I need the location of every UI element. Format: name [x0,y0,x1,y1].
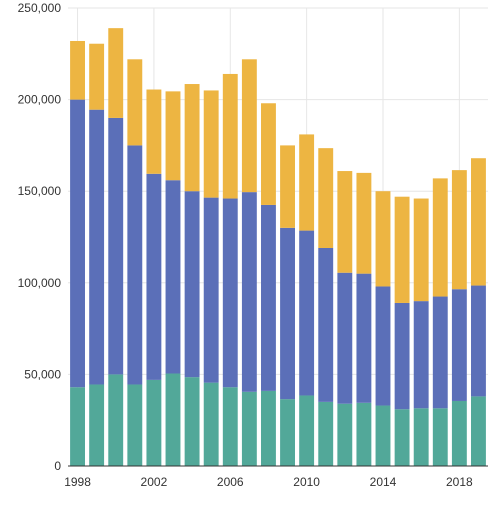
bar-segment-bottom [356,402,372,466]
bar-segment-bottom [89,384,105,466]
bar-segment-middle [222,198,238,388]
y-tick-label: 0 [54,459,61,473]
bar-segment-bottom [241,391,257,466]
bar-segment-bottom [337,403,353,466]
bar-segment-top [375,191,391,287]
bar-segment-middle [356,273,372,403]
bar-segment-bottom [451,400,467,466]
bar-segment-top [146,89,162,174]
x-tick-label: 2018 [446,475,473,489]
bar-segment-bottom [127,384,143,466]
bar-segment-top [337,171,353,273]
bar-segment-middle [203,197,219,383]
bar-segment-middle [451,289,467,401]
bar-segment-bottom [70,387,85,466]
bar-segment-top [165,91,181,181]
bar-segment-middle [394,302,410,410]
y-tick-label: 150,000 [18,184,62,198]
bar-segment-bottom [184,377,200,466]
bar-segment-middle [413,301,429,409]
bar-segment-top [318,148,334,248]
bar-segment-middle [337,272,353,404]
bar-segment-bottom [318,401,334,466]
bar-segment-top [70,40,85,100]
bar-segment-top [471,158,486,286]
bar-segment-bottom [413,408,429,466]
bar-segment-bottom [394,409,410,466]
bar-segment-top [356,172,372,274]
bar-segment-bottom [280,399,295,466]
bar-segment-middle [184,191,200,378]
bars [70,28,486,466]
x-tick-label: 2002 [141,475,168,489]
bar-segment-bottom [108,374,124,466]
bar-segment-middle [89,109,105,385]
x-tick-label: 1998 [64,475,91,489]
bar-segment-middle [299,230,315,396]
bar-segment-middle [280,227,295,400]
bar-segment-middle [165,180,181,374]
bar-segment-bottom [299,395,315,466]
bar-segment-top [280,145,295,228]
bar-segment-top [127,59,143,146]
bar-segment-bottom [432,408,448,466]
bar-segment-middle [146,173,162,380]
bar-segment-middle [318,247,334,402]
y-tick-label: 250,000 [18,1,62,15]
bar-segment-top [413,198,429,302]
bar-segment-top [89,43,105,110]
bar-segment-middle [127,145,143,385]
bar-segment-bottom [146,379,162,466]
bar-segment-bottom [375,405,391,466]
bar-segment-bottom [165,373,181,466]
bar-segment-top [451,170,467,290]
bar-segment-bottom [261,390,276,466]
bar-segment-middle [471,285,486,397]
bar-segment-top [241,59,257,193]
y-tick-label: 50,000 [24,367,61,381]
bar-segment-bottom [471,396,486,466]
bar-segment-bottom [203,382,219,466]
bar-segment-top [184,84,200,192]
bar-segment-middle [108,117,124,375]
y-tick-label: 100,000 [18,276,62,290]
bar-segment-top [394,196,410,303]
y-tick-label: 200,000 [18,93,62,107]
bar-segment-top [108,28,124,118]
bar-segment-top [432,178,448,297]
bar-segment-top [261,103,276,205]
x-tick-label: 2010 [293,475,320,489]
x-tick-labels: 1998 2002 2006 2010 2014 2018 [64,475,473,489]
bar-segment-bottom [222,387,238,466]
bar-segment-middle [261,204,276,391]
bar-segment-middle [432,296,448,409]
bar-segment-top [203,90,219,198]
y-tick-labels: 0 50,000 100,000 150,000 200,000 250,000 [18,1,62,473]
bar-segment-middle [70,99,85,388]
bar-segment-top [299,134,315,231]
x-tick-label: 2014 [370,475,397,489]
x-tick-label: 2006 [217,475,244,489]
bar-segment-middle [375,286,391,406]
bar-segment-top [222,73,238,199]
bar-segment-middle [241,192,257,392]
